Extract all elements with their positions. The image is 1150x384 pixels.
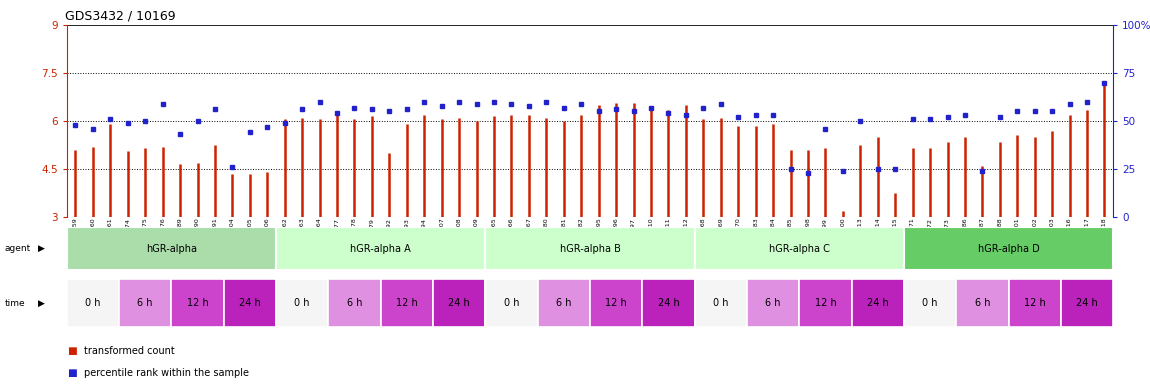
Text: 24 h: 24 h — [867, 298, 889, 308]
Text: agent: agent — [5, 244, 31, 253]
Text: 6 h: 6 h — [766, 298, 781, 308]
Text: 12 h: 12 h — [814, 298, 836, 308]
Text: 12 h: 12 h — [1024, 298, 1045, 308]
Bar — [1060, 280, 1113, 327]
Bar — [329, 280, 381, 327]
Text: ▶: ▶ — [38, 244, 45, 253]
Text: 6 h: 6 h — [557, 298, 572, 308]
Bar — [590, 280, 643, 327]
Text: hGR-alpha: hGR-alpha — [146, 243, 197, 254]
Bar — [538, 280, 590, 327]
Bar — [381, 280, 432, 327]
Text: time: time — [5, 299, 25, 308]
Text: 24 h: 24 h — [1076, 298, 1098, 308]
Text: ■: ■ — [67, 368, 76, 378]
Bar — [695, 280, 748, 327]
Text: 0 h: 0 h — [713, 298, 728, 308]
Bar — [485, 227, 695, 270]
Bar — [276, 280, 329, 327]
Bar — [748, 280, 799, 327]
Text: hGR-alpha B: hGR-alpha B — [560, 243, 620, 254]
Text: 6 h: 6 h — [975, 298, 990, 308]
Bar — [276, 227, 485, 270]
Bar — [799, 280, 851, 327]
Text: ▶: ▶ — [38, 299, 45, 308]
Text: 6 h: 6 h — [347, 298, 362, 308]
Text: ■: ■ — [67, 346, 76, 356]
Bar — [120, 280, 171, 327]
Text: 0 h: 0 h — [504, 298, 519, 308]
Bar — [904, 227, 1113, 270]
Text: GDS3432 / 10169: GDS3432 / 10169 — [64, 9, 175, 22]
Text: 6 h: 6 h — [138, 298, 153, 308]
Bar — [643, 280, 695, 327]
Text: 0 h: 0 h — [294, 298, 309, 308]
Bar — [851, 280, 904, 327]
Text: transformed count: transformed count — [84, 346, 175, 356]
Text: 12 h: 12 h — [605, 298, 627, 308]
Bar — [171, 280, 223, 327]
Bar — [904, 280, 957, 327]
Bar — [1009, 280, 1060, 327]
Bar — [67, 280, 120, 327]
Text: hGR-alpha D: hGR-alpha D — [978, 243, 1040, 254]
Text: 0 h: 0 h — [922, 298, 937, 308]
Text: 24 h: 24 h — [239, 298, 261, 308]
Text: percentile rank within the sample: percentile rank within the sample — [84, 368, 248, 378]
Text: 12 h: 12 h — [186, 298, 208, 308]
Text: 12 h: 12 h — [396, 298, 417, 308]
Bar — [485, 280, 538, 327]
Bar — [67, 227, 276, 270]
Bar — [695, 227, 904, 270]
Text: hGR-alpha A: hGR-alpha A — [351, 243, 411, 254]
Text: hGR-alpha C: hGR-alpha C — [769, 243, 829, 254]
Bar — [432, 280, 485, 327]
Bar — [957, 280, 1009, 327]
Text: 0 h: 0 h — [85, 298, 100, 308]
Text: 24 h: 24 h — [658, 298, 680, 308]
Bar — [223, 280, 276, 327]
Text: 24 h: 24 h — [448, 298, 470, 308]
